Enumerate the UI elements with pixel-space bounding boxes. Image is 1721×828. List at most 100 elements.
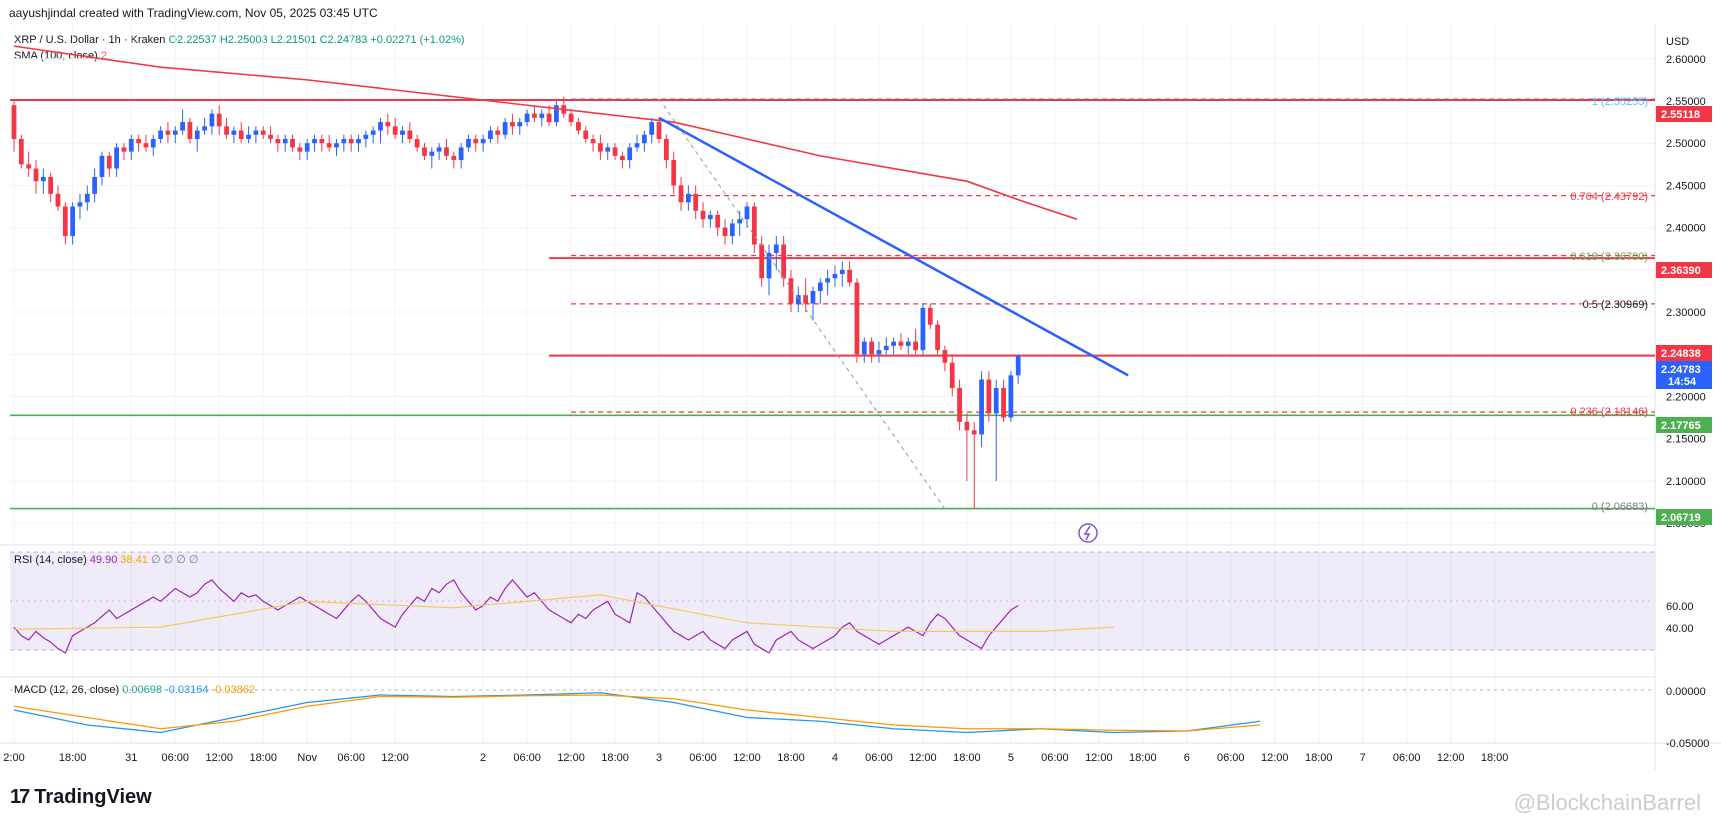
time-tick-label: 18:00 [1305, 752, 1333, 764]
time-tick-label: 06:00 [161, 752, 189, 764]
candle-body [1001, 388, 1006, 418]
currency-label[interactable]: USD [1666, 36, 1689, 48]
candle-body [554, 105, 559, 123]
candle-body [781, 244, 787, 279]
svg-text:2.06719: 2.06719 [1661, 512, 1701, 524]
rsi-label[interactable]: RSI (14, close) [14, 554, 87, 566]
price-tag-r3: 2.24838 [1656, 345, 1712, 361]
candle-body [363, 134, 369, 139]
candle-body [634, 143, 640, 148]
candle-body [282, 138, 288, 144]
candle-body [641, 134, 647, 144]
ohlc-open: O2.22537 [168, 34, 217, 46]
candle-body [246, 134, 251, 139]
candle-body [920, 307, 926, 351]
horizontal-levels [10, 98, 1655, 510]
tradingview-icon: 17 [10, 786, 30, 808]
candle-body [891, 341, 896, 346]
macd-line [13, 692, 1261, 734]
price-change: +0.02271 (+1.02%) [370, 34, 465, 46]
candle-body [172, 130, 178, 135]
candle-body [1008, 375, 1014, 418]
rsi-ma-value: 38.41 [120, 554, 148, 566]
candle-body [304, 143, 310, 152]
fib-label-0: 0 (2.06683) [1592, 501, 1648, 513]
time-tick-label: 06:00 [1041, 752, 1069, 764]
macd-signal-line [13, 694, 1261, 732]
candle-body [18, 138, 24, 165]
candle-body [700, 210, 706, 220]
svg-text:14:54: 14:54 [1668, 376, 1697, 388]
macd-label[interactable]: MACD (12, 26, close) [14, 684, 120, 696]
candle-body [106, 155, 112, 169]
candle-body [121, 147, 127, 152]
time-tick-label: 12:00 [1261, 752, 1289, 764]
candle-body [128, 138, 134, 152]
candle-body [312, 138, 317, 144]
fib-label-05: 0.5 (2.30969) [1583, 299, 1648, 311]
candle-body [532, 113, 537, 118]
price-tag-r2: 2.36390 [1656, 262, 1712, 278]
price-tag-last: 2.24783 14:54 [1656, 361, 1712, 389]
svg-text:2.36390: 2.36390 [1661, 265, 1701, 277]
symbol-label[interactable]: XRP / U.S. Dollar · 1h · Kraken [14, 34, 166, 46]
trend-line [658, 116, 1129, 377]
rsi-ma-line [13, 594, 1114, 632]
brand-label: TradingView [34, 786, 152, 808]
candle-body [26, 164, 32, 169]
candle-body [466, 138, 471, 148]
rsi-value: 49.90 [89, 554, 118, 566]
candle-body [502, 122, 508, 135]
candle-body [77, 202, 83, 207]
time-tick-label: 12:00 [733, 752, 761, 764]
candle-body [392, 126, 398, 135]
candle-body [326, 143, 332, 148]
tradingview-logo[interactable]: 17 TradingView [10, 786, 152, 809]
macd-hist-value: 0.00698 [122, 684, 162, 696]
price-tick-label: 2.20000 [1666, 391, 1706, 403]
candle-body [817, 282, 823, 291]
price-tick-label: 2.40000 [1666, 223, 1706, 235]
candle-body [136, 138, 141, 144]
candle-body [883, 345, 889, 351]
time-tick-label: 5 [1008, 752, 1014, 764]
candle-body [715, 214, 721, 228]
price-tick-label: 2.50000 [1666, 138, 1706, 150]
sma-line [13, 45, 1078, 220]
candle-body [803, 295, 809, 304]
price-tick-label: 2.55000 [1666, 96, 1706, 108]
candle-body [260, 130, 266, 135]
time-tick-label: 12:00 [909, 752, 937, 764]
fib-label-0618: 0.618 (2.36700) [1570, 251, 1648, 263]
candle-body [869, 341, 874, 355]
candle-body [539, 113, 545, 118]
rsi-null-values: ∅ ∅ ∅ ∅ [151, 554, 199, 566]
candle-body [231, 130, 237, 135]
candle-body [759, 244, 765, 279]
candle-body [693, 193, 699, 211]
price-axis: 2.600002.550002.500002.450002.400002.350… [1666, 54, 1706, 530]
candle-body [378, 122, 383, 131]
candle-body [964, 421, 970, 431]
candle-body [458, 147, 464, 161]
alert-icon[interactable] [1078, 523, 1098, 543]
candle-body [422, 147, 427, 156]
candle-body [55, 193, 61, 207]
candle-body [854, 282, 860, 355]
chart-canvas[interactable]: 2.600002.550002.500002.450002.400002.350… [0, 0, 1721, 780]
candle-body [268, 134, 273, 139]
candle-body [620, 155, 625, 161]
time-tick-label: 7 [1360, 752, 1366, 764]
price-tick-label: 2.15000 [1666, 434, 1706, 446]
candle-body [158, 130, 163, 139]
candle-body [707, 214, 713, 220]
svg-text:2.24838: 2.24838 [1661, 348, 1701, 360]
time-tick-label: 06:00 [337, 752, 365, 764]
candle-body [627, 147, 633, 161]
time-tick-label: 06:00 [1393, 752, 1421, 764]
candle-body [825, 278, 831, 283]
candle-body [663, 138, 669, 161]
candle-body [898, 341, 904, 346]
candle-body [370, 130, 376, 135]
candle-body [480, 138, 486, 144]
